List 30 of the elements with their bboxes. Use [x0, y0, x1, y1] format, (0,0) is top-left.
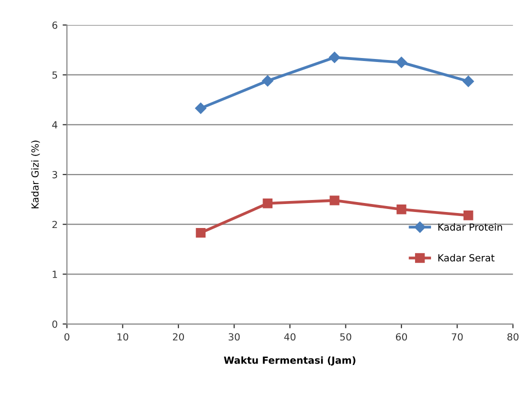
y-tick-label: 3 [52, 170, 58, 178]
x-tick-label: 20 [172, 333, 184, 341]
y-tick-label: 5 [52, 71, 58, 79]
x-tick-label: 30 [228, 333, 240, 341]
y-tick-label: 0 [52, 320, 58, 328]
point [262, 198, 272, 208]
x-tick-label: 40 [284, 333, 296, 341]
x-tick-label: 50 [340, 333, 352, 341]
point [330, 196, 340, 206]
point [195, 102, 206, 114]
point [462, 76, 474, 87]
legend-label: Kadar Protein [438, 223, 502, 231]
x-tick-label: 60 [396, 333, 407, 341]
legend-label: Kadar Serat [438, 254, 494, 262]
y-axis-title: Kadar Gizi (%) [31, 140, 40, 208]
y-tick-label: 4 [52, 121, 58, 128]
point [196, 228, 206, 238]
point [262, 75, 274, 86]
x-tick-label: 10 [118, 333, 128, 341]
x-tick-label: 0 [64, 333, 70, 341]
x-tick-label: 80 [507, 333, 518, 341]
point [328, 52, 340, 64]
point [463, 210, 474, 220]
y-tick-label: 6 [52, 22, 58, 29]
y-tick-label: 2 [52, 220, 57, 228]
x-axis-title: Waktu Fermentasi (Jam) [224, 356, 356, 366]
x-tick-label: 70 [452, 333, 463, 341]
point [396, 56, 408, 68]
point [396, 204, 406, 214]
y-tick-label: 1 [52, 270, 57, 278]
